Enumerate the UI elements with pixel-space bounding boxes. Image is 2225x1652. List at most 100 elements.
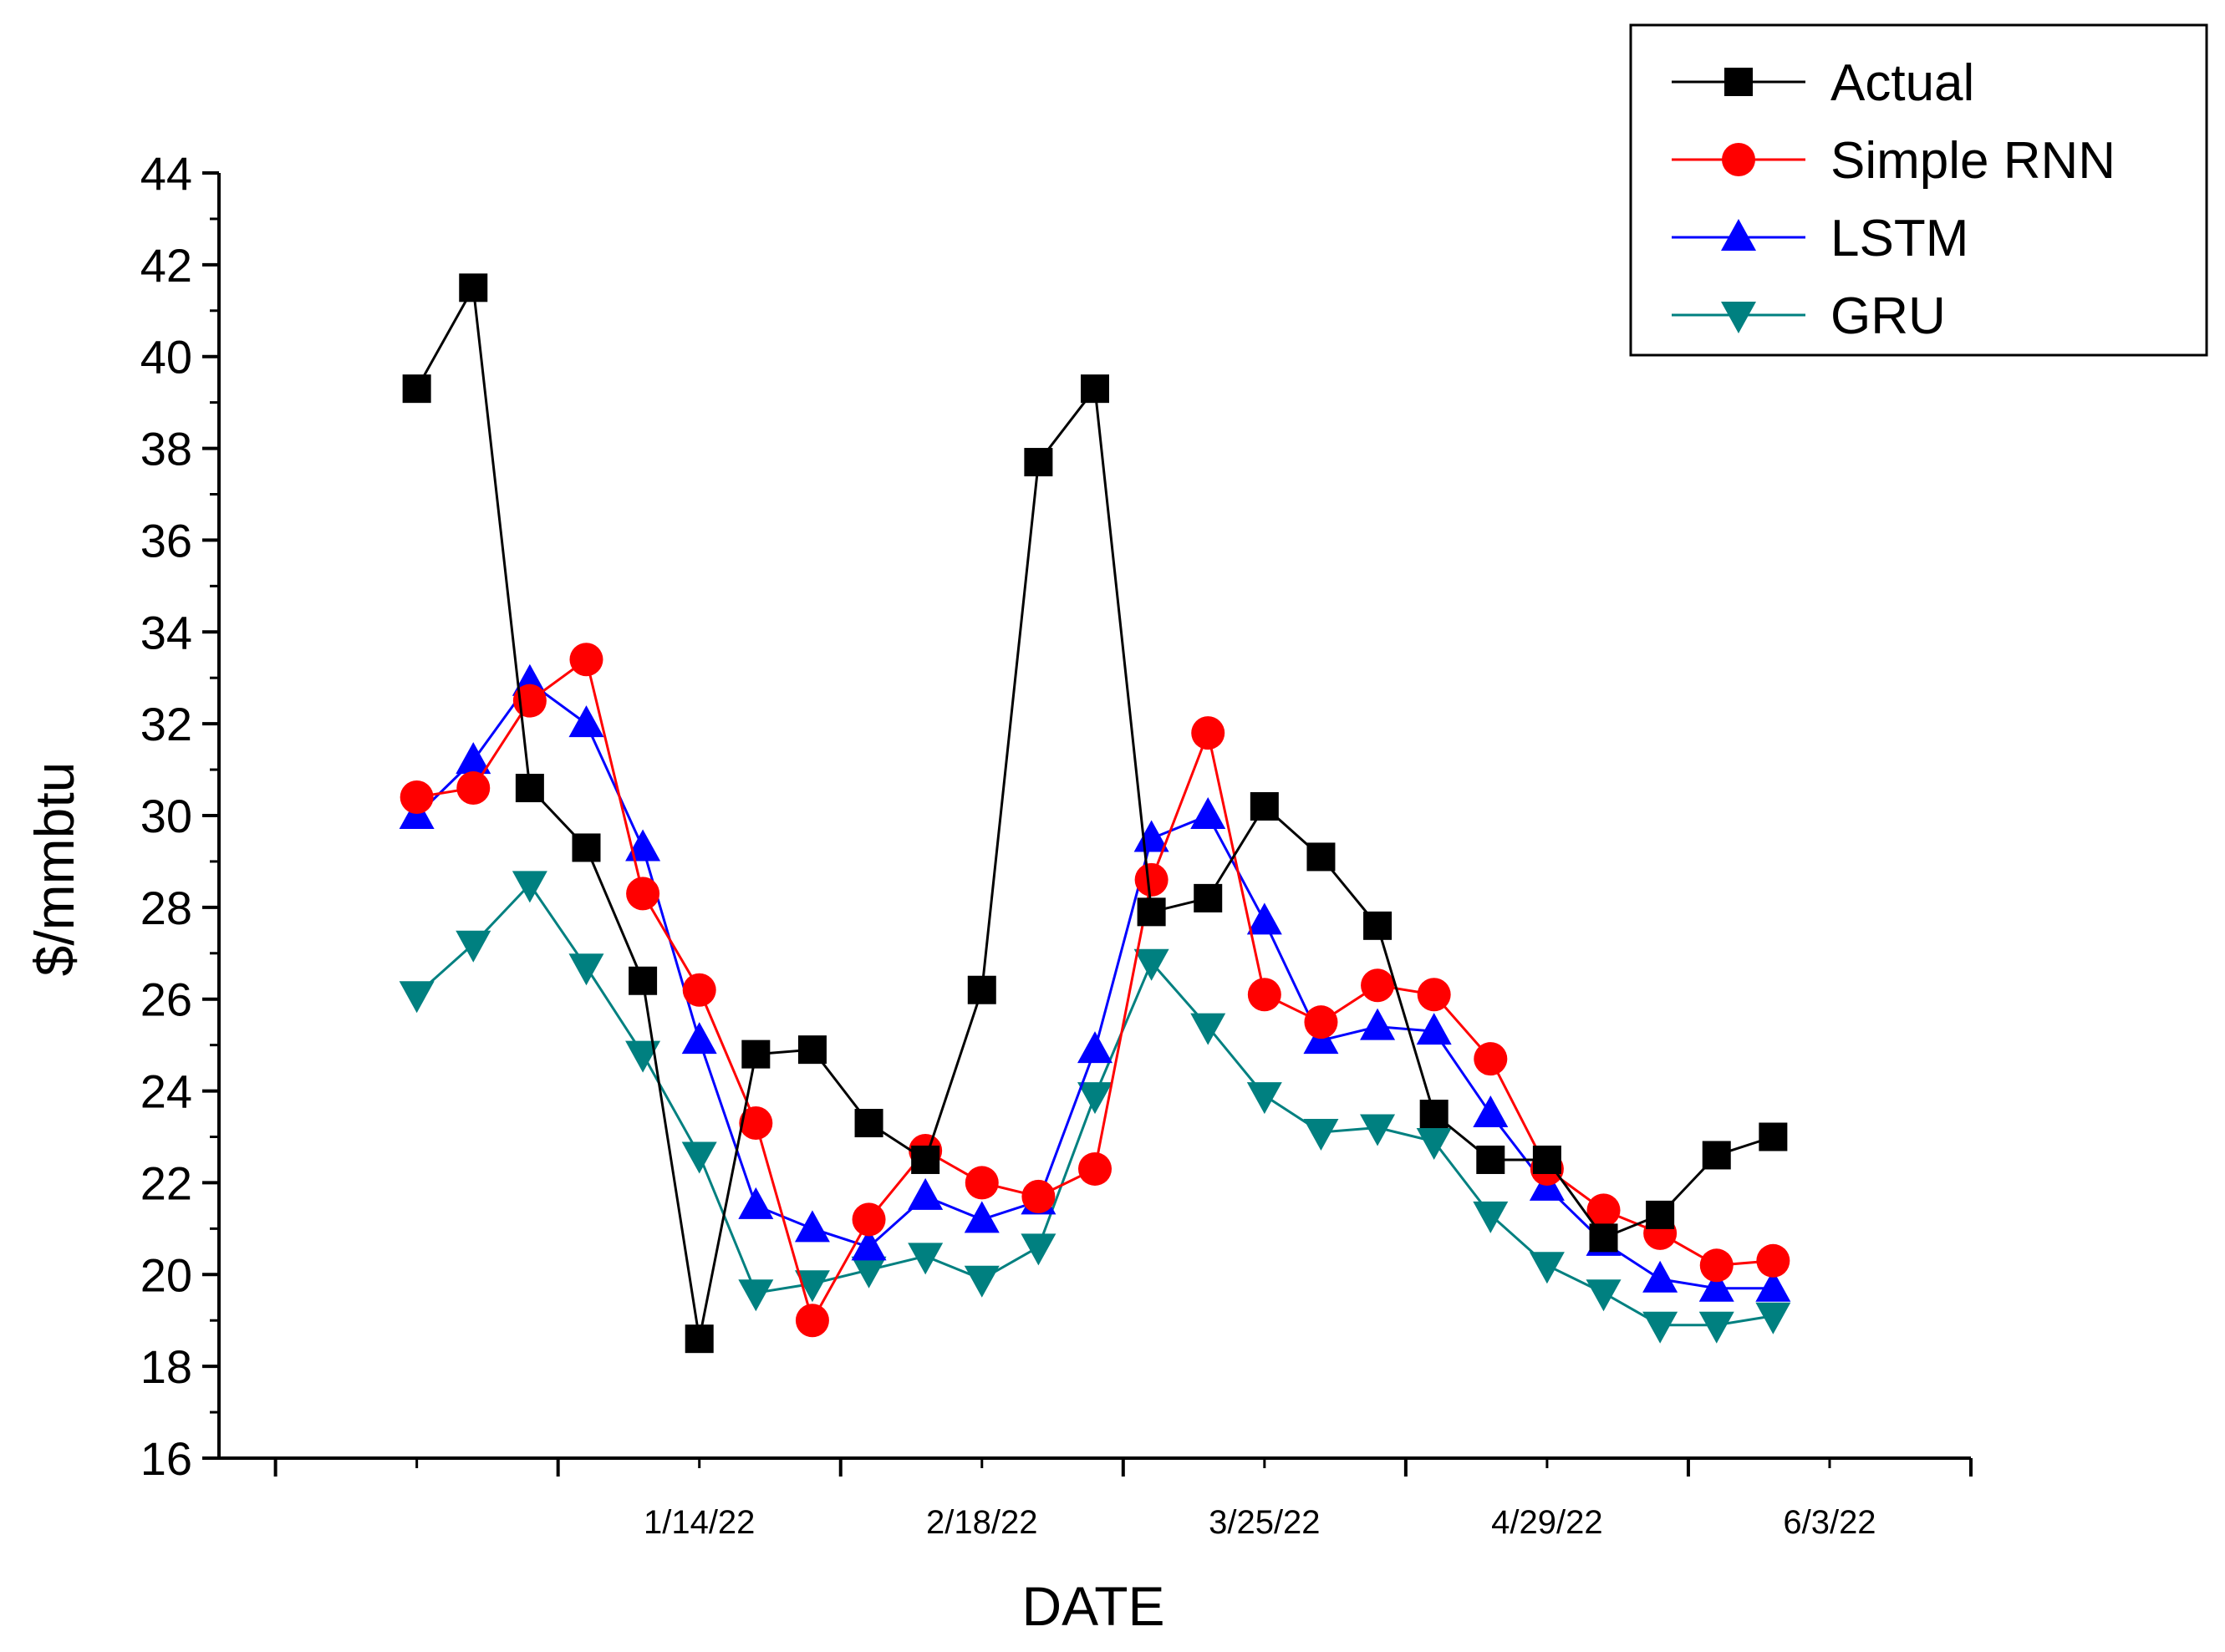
data-point (1642, 1260, 1678, 1293)
data-point (681, 1022, 717, 1055)
data-point (1532, 1145, 1561, 1174)
data-point (568, 705, 604, 738)
y-tick-label: 34 (140, 606, 192, 658)
data-point (1419, 1100, 1449, 1129)
legend-marker (1721, 219, 1756, 251)
data-point (738, 1187, 774, 1219)
data-point (1246, 902, 1282, 935)
data-point (1303, 1119, 1339, 1151)
x-tick-label: 6/3/22 (1783, 1504, 1876, 1541)
legend-item: LSTM (1672, 210, 1968, 267)
data-point (681, 1141, 717, 1174)
data-point (1698, 1311, 1734, 1344)
data-point (1133, 820, 1169, 852)
data-point (456, 771, 491, 806)
data-point (1417, 978, 1451, 1012)
legend-item: Actual (1672, 54, 1974, 112)
legend-label: Simple RNN (1830, 132, 2116, 190)
data-point (1081, 374, 1109, 404)
data-point (1304, 1005, 1338, 1039)
data-point (399, 981, 435, 1014)
data-point (794, 1270, 830, 1303)
data-point (1134, 862, 1169, 897)
data-point (851, 1228, 887, 1261)
data-point (1078, 1151, 1112, 1186)
legend: Actual Simple RNN LSTM GRU (1629, 23, 2208, 357)
y-tick-label: 28 (140, 882, 192, 934)
data-point (568, 953, 604, 986)
data-point (1363, 911, 1393, 940)
data-point (515, 774, 544, 803)
x-axis-label: DATE (1021, 1575, 1164, 1637)
data-point (1476, 1145, 1505, 1174)
series-gru (399, 871, 1791, 1344)
data-point (1473, 1095, 1509, 1128)
data-point (569, 643, 603, 677)
y-tick-label: 26 (140, 973, 192, 1026)
series-layer (399, 273, 1791, 1354)
data-point (908, 1243, 944, 1275)
data-point (1755, 1302, 1791, 1334)
y-tick-label: 38 (140, 423, 192, 475)
data-point (1190, 1013, 1226, 1045)
data-point (1077, 1082, 1112, 1115)
data-point (1360, 1008, 1396, 1040)
data-point (739, 1106, 773, 1141)
data-point (1474, 1042, 1508, 1076)
data-point (1021, 1233, 1056, 1266)
y-tick-label: 20 (140, 1248, 192, 1301)
data-point (1642, 1311, 1678, 1344)
data-point (854, 1109, 883, 1138)
x-tick-label: 3/25/22 (1209, 1504, 1320, 1541)
data-point (1699, 1248, 1734, 1283)
y-axis: 16 18 20 22 24 26 28 30 32 34 36 38 40 42 44 (140, 147, 221, 1485)
data-point (1473, 1201, 1509, 1233)
data-point (795, 1304, 829, 1338)
legend-marker (1721, 302, 1756, 333)
data-point (1755, 1269, 1791, 1302)
data-point (1416, 1127, 1452, 1160)
series-actual (402, 273, 1788, 1354)
data-point (1190, 797, 1226, 829)
data-point (1589, 1223, 1618, 1253)
data-point (964, 1201, 1000, 1233)
y-tick-label: 42 (140, 239, 192, 292)
legend-marker (1722, 143, 1755, 176)
data-point (1024, 448, 1053, 477)
data-point (908, 1177, 944, 1210)
legend-marker (1724, 68, 1753, 96)
data-point (402, 374, 431, 404)
data-point (459, 273, 488, 302)
x-tick-label: 2/18/22 (926, 1504, 1037, 1541)
data-point (1077, 1031, 1112, 1064)
legend-label: LSTM (1830, 210, 1968, 267)
y-tick-label: 18 (140, 1340, 192, 1393)
data-point (456, 742, 491, 775)
y-tick-label: 22 (140, 1156, 192, 1209)
data-point (1702, 1141, 1731, 1170)
series-line (415, 680, 1774, 1290)
data-point (1194, 883, 1223, 912)
data-point (967, 975, 996, 1004)
legend-label: Actual (1830, 54, 1974, 112)
data-point (1529, 1252, 1565, 1284)
data-point (1137, 897, 1166, 927)
y-tick-label: 36 (140, 514, 192, 567)
y-axis-label: $/mmbtu (23, 762, 85, 977)
data-point (572, 833, 601, 862)
data-point (1698, 1269, 1734, 1302)
data-point (1586, 1279, 1622, 1312)
data-point (1756, 1243, 1790, 1278)
data-point (911, 1145, 940, 1174)
data-point (512, 871, 547, 903)
data-point (1246, 1082, 1282, 1115)
data-point (1191, 716, 1225, 750)
data-point (738, 1279, 774, 1312)
data-point (1586, 1193, 1621, 1228)
data-point (1250, 792, 1279, 821)
data-point (1646, 1200, 1675, 1229)
data-point (965, 1166, 999, 1200)
y-tick-label: 32 (140, 698, 192, 750)
data-point (1247, 978, 1281, 1012)
